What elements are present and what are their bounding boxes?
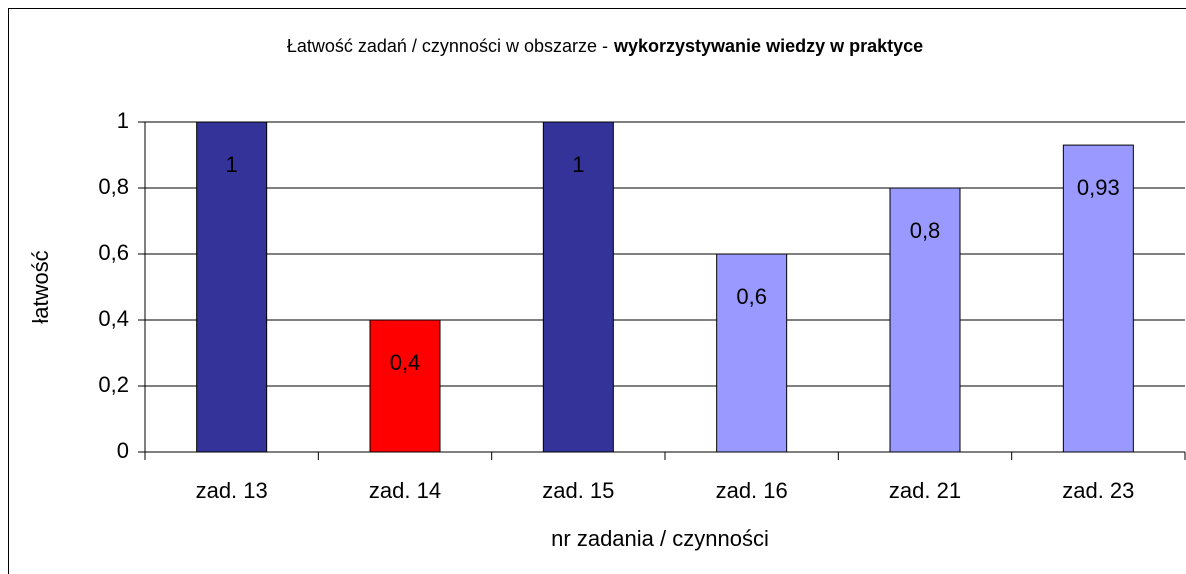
bar [542, 121, 614, 453]
bar [196, 121, 268, 453]
bar [1062, 144, 1134, 453]
data-label: 0,93 [1077, 175, 1120, 200]
bar [716, 253, 788, 453]
title-text: Łatwość zadań / czynności w obszarze - [287, 36, 608, 56]
y-axis-label: łatwość [28, 250, 53, 323]
x-tick-label: zad. 23 [1062, 478, 1134, 503]
x-tick-label: zad. 16 [716, 478, 788, 503]
y-tick-label: 0,8 [98, 174, 129, 199]
bar [889, 187, 961, 453]
x-axis-label: nr zadania / czynności [551, 526, 769, 551]
x-tick-label: zad. 21 [889, 478, 961, 503]
data-label: 0,4 [390, 350, 421, 375]
y-tick-label: 0,4 [98, 306, 129, 331]
x-tick-label: zad. 13 [196, 478, 268, 503]
bar [369, 319, 441, 453]
x-tick-label: zad. 15 [542, 478, 614, 503]
data-label: 1 [226, 152, 238, 177]
y-tick-label: 0 [117, 438, 129, 463]
data-label: 0,6 [736, 284, 767, 309]
y-tick-label: 0,2 [98, 372, 129, 397]
y-tick-label: 1 [117, 108, 129, 133]
x-tick-label: zad. 14 [369, 478, 441, 503]
y-tick-label: 0,6 [98, 240, 129, 265]
title-emphasis: wykorzystywanie wiedzy w praktyce [613, 36, 923, 56]
data-label: 1 [572, 152, 584, 177]
data-label: 0,8 [910, 218, 941, 243]
chart-title: Łatwość zadań / czynności w obszarze - wy… [287, 36, 923, 56]
